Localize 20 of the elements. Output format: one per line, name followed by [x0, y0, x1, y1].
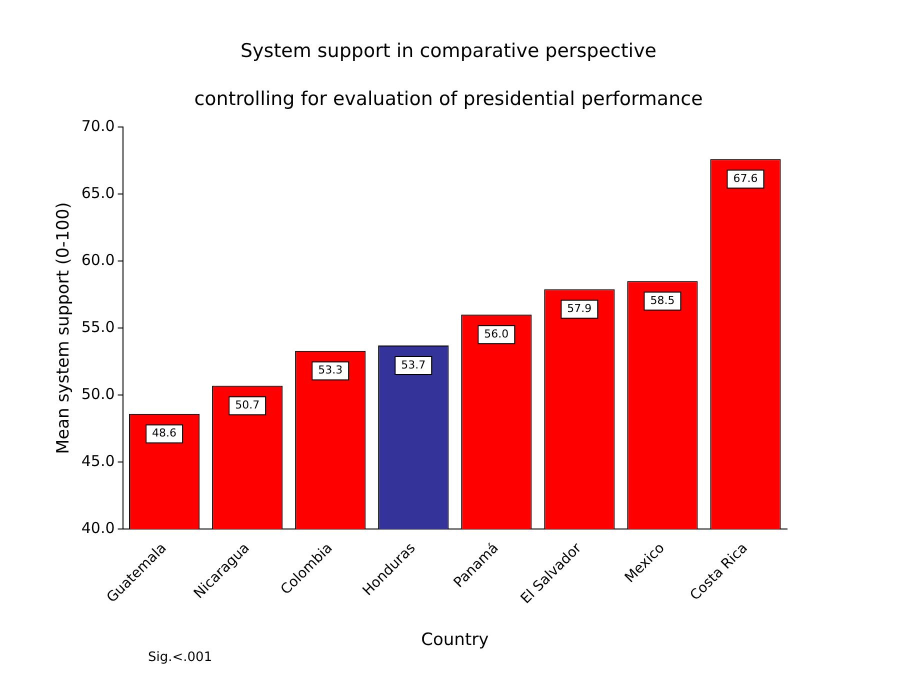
y-tick-label: 50.0 — [81, 384, 115, 403]
y-axis-title: Mean system support (0-100) — [54, 202, 74, 454]
chart-subtitle: controlling for evaluation of presidential performance — [193, 88, 704, 110]
y-tick-label: 40.0 — [81, 519, 115, 538]
data-label: 50.7 — [235, 398, 260, 412]
y-tick-label: 70.0 — [81, 116, 115, 135]
text: Sig.<.001 — [148, 650, 212, 665]
data-label: 67.6 — [733, 172, 758, 186]
data-label: 56.0 — [484, 328, 509, 341]
y-tick-label: 65.0 — [81, 184, 115, 202]
data-label: 48.6 — [152, 426, 177, 440]
chart-title: System support in comparative perspective — [240, 40, 658, 62]
y-tick-label: 45.0 — [81, 452, 115, 470]
y-tick-label: 60.0 — [81, 250, 115, 269]
data-label: 53.7 — [401, 358, 426, 372]
y-tick-label: 55.0 — [81, 318, 115, 336]
data-label: 57.9 — [567, 302, 592, 316]
data-label: 53.3 — [318, 364, 343, 377]
x-axis-title: Country — [421, 630, 489, 650]
data-label: 58.5 — [650, 294, 675, 308]
